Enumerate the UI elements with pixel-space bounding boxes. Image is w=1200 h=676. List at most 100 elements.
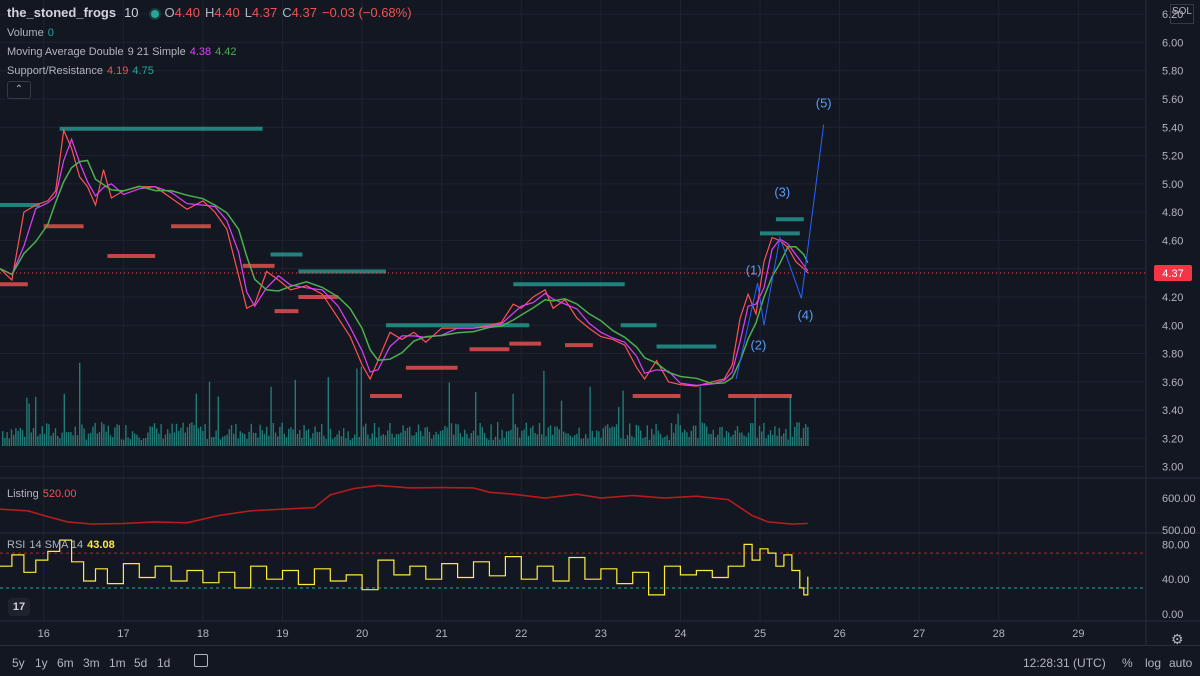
- range-5y-button[interactable]: 5y: [12, 656, 25, 670]
- rsi-legend[interactable]: RSI 14 SMA 14 43.08: [7, 539, 119, 551]
- range-1y-button[interactable]: 1y: [35, 656, 48, 670]
- rsi-label: RSI: [7, 539, 26, 551]
- range-1d-button[interactable]: 1d: [157, 656, 171, 670]
- volume-bar: [576, 433, 578, 446]
- volume-bar: [41, 426, 43, 446]
- volume-bar: [519, 437, 521, 446]
- elliott-wave-label: (1): [746, 262, 762, 277]
- volume-bar: [615, 424, 618, 446]
- volume-bar: [74, 426, 76, 446]
- volume-bar: [791, 436, 794, 446]
- volume-bar: [695, 425, 697, 446]
- currency-box[interactable]: [1170, 4, 1194, 24]
- volume-bar: [217, 396, 219, 446]
- sr-legend[interactable]: Support/Resistance 4.19 4.75: [7, 65, 158, 77]
- volume-bar: [138, 437, 140, 446]
- range-1m-button[interactable]: 1m: [109, 656, 126, 670]
- volume-bar: [501, 429, 503, 446]
- volume-bar: [285, 437, 288, 446]
- volume-legend[interactable]: Volume 0: [7, 27, 58, 39]
- rsi-value: 43.08: [87, 539, 115, 551]
- collapse-legend-button[interactable]: ⌃: [7, 81, 31, 99]
- volume-bar: [193, 425, 195, 446]
- volume-bar: [780, 435, 783, 446]
- volume-bar: [802, 427, 805, 446]
- volume-bar: [318, 432, 321, 446]
- settings-gear-icon[interactable]: ⚙: [1171, 631, 1184, 647]
- volume-bar: [380, 435, 382, 446]
- volume-bar: [134, 433, 136, 446]
- last-price-label: 4.37: [1162, 268, 1183, 280]
- goto-date-icon[interactable]: [194, 654, 208, 667]
- volume-bar: [382, 434, 384, 446]
- volume-bar: [666, 435, 668, 446]
- range-6m-button[interactable]: 6m: [57, 656, 74, 670]
- volume-bar: [226, 434, 228, 446]
- volume-label: Volume: [7, 27, 44, 39]
- volume-bar: [510, 429, 512, 446]
- volume-bar: [367, 434, 369, 446]
- volume-bar: [54, 428, 57, 446]
- range-3m-button[interactable]: 3m: [83, 656, 100, 670]
- tradingview-logo-icon[interactable]: 17: [8, 598, 30, 616]
- volume-bar: [261, 430, 263, 446]
- ma-legend[interactable]: Moving Average Double 9 21 Simple 4.38 4.42: [7, 46, 241, 58]
- volume-bar: [431, 438, 433, 446]
- volume-bar: [334, 437, 336, 446]
- volume-bar: [525, 422, 527, 446]
- elliott-wave-label: (3): [774, 185, 790, 200]
- percent-scale-button[interactable]: %: [1122, 656, 1133, 670]
- volume-bar: [602, 428, 604, 446]
- volume-bar: [670, 422, 673, 446]
- support-resistance-levels: [0, 126, 804, 398]
- volume-bar: [393, 437, 395, 446]
- volume-bar: [402, 425, 404, 446]
- volume-bar: [692, 425, 695, 446]
- volume-bar: [807, 426, 809, 446]
- volume-bar: [747, 432, 750, 446]
- utc-clock[interactable]: 12:28:31 (UTC): [1023, 656, 1106, 670]
- volume-bar: [699, 386, 701, 446]
- volume-bar: [413, 435, 415, 446]
- volume-bar: [340, 436, 343, 446]
- volume-bar: [657, 430, 659, 446]
- volume-bar: [274, 432, 277, 446]
- x-tick-label: 23: [595, 628, 607, 640]
- volume-bar: [279, 426, 281, 446]
- price-tick-label: 3.60: [1162, 377, 1183, 389]
- interval-label[interactable]: 10: [124, 5, 139, 20]
- volume-bar: [785, 428, 787, 446]
- volume-bar: [241, 432, 244, 446]
- volume-bar: [710, 433, 712, 446]
- volume-bar: [629, 423, 631, 446]
- volume-bar: [48, 424, 50, 446]
- x-tick-label: 24: [674, 628, 686, 640]
- volume-bar: [717, 434, 719, 446]
- volume-bar: [68, 432, 70, 446]
- volume-bar: [587, 438, 589, 446]
- range-5d-button[interactable]: 5d: [134, 656, 148, 670]
- volume-bar: [21, 429, 24, 446]
- market-status-icon: [148, 7, 161, 20]
- volume-bar: [503, 437, 505, 446]
- volume-bar: [50, 435, 52, 446]
- auto-scale-button[interactable]: auto: [1169, 656, 1193, 670]
- volume-bar: [439, 431, 442, 446]
- volume-bar: [772, 434, 774, 446]
- volume-bar: [558, 429, 560, 446]
- listing-legend[interactable]: Listing 520.00: [7, 488, 80, 500]
- volume-bar: [618, 407, 620, 446]
- symbol-name[interactable]: the_stoned_frogs: [7, 5, 117, 20]
- volume-bar: [767, 434, 769, 446]
- volume-bar: [549, 425, 552, 446]
- listing-line: [0, 484, 808, 525]
- volume-bar: [754, 397, 756, 446]
- volume-bar: [19, 427, 21, 446]
- log-scale-button[interactable]: log: [1145, 656, 1162, 670]
- volume-bar: [116, 424, 118, 446]
- volume-bar: [598, 431, 600, 446]
- price-tick-label: 5.80: [1162, 66, 1183, 78]
- volume-value: 0: [47, 27, 54, 39]
- volume-bar: [136, 434, 138, 446]
